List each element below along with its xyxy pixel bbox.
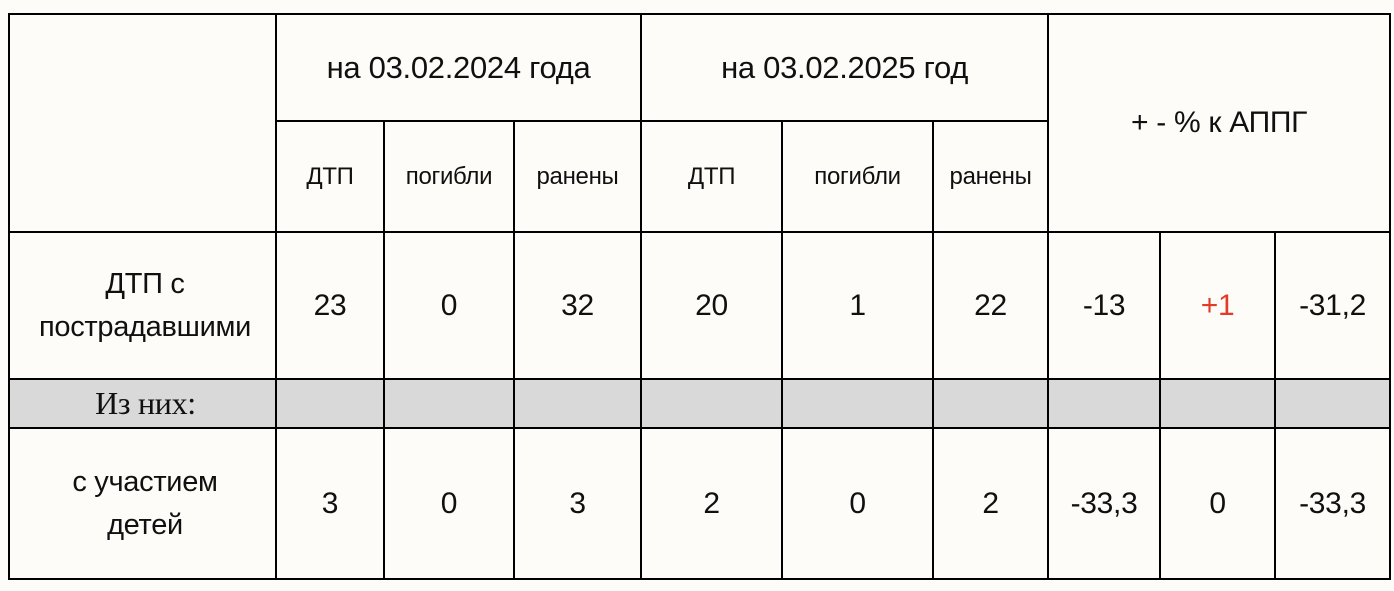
cell-injured-appg-dtp: -13 (1047, 231, 1162, 380)
accident-stats-table: на 03.02.2024 года на 03.02.2025 год + -… (8, 13, 1392, 580)
subheader-2024-injured: ранены (512, 120, 643, 233)
corner-cell (8, 13, 277, 233)
section-empty-cell (781, 378, 935, 429)
cell-children-appg-injured: -33,3 (1274, 427, 1392, 580)
section-empty-cell (1047, 378, 1162, 429)
section-empty-cell (640, 378, 784, 429)
cell-children-appg-dead: 0 (1159, 427, 1277, 580)
section-label: Из них: (8, 378, 277, 429)
section-empty-cell (1159, 378, 1277, 429)
cell-injured-2025-injured: 22 (932, 231, 1050, 380)
cell-children-2025-dead: 0 (781, 427, 935, 580)
cell-injured-2024-dead: 0 (383, 231, 515, 380)
section-empty-cell (275, 378, 385, 429)
cell-injured-2024-injured: 32 (512, 231, 643, 380)
subheader-2025-dead: погибли (781, 120, 935, 233)
cell-injured-appg-dead: +1 (1159, 231, 1277, 380)
row-injured-label: ДТП с пострадавшими (8, 231, 277, 380)
table-row-children-involved: с участием детей 3 0 3 2 0 2 -33,3 0 -33… (8, 427, 1392, 580)
header-period-2025: на 03.02.2025 год (640, 13, 1050, 122)
cell-injured-appg-injured: -31,2 (1274, 231, 1392, 380)
table-row-injured-accidents: ДТП с пострадавшими 23 0 32 20 1 22 -13 … (8, 231, 1392, 380)
row-children-label: с участием детей (8, 427, 277, 580)
section-empty-cell (1274, 378, 1392, 429)
cell-children-2024-dead: 0 (383, 427, 515, 580)
cell-children-2024-injured: 3 (512, 427, 643, 580)
section-empty-cell (512, 378, 643, 429)
section-empty-cell (932, 378, 1050, 429)
header-period-2024: на 03.02.2024 года (274, 13, 643, 122)
cell-children-2024-dtp: 3 (275, 427, 385, 580)
subheader-2024-dtp: ДТП (275, 120, 385, 233)
cell-injured-2025-dead: 1 (781, 231, 935, 380)
cell-children-2025-dtp: 2 (640, 427, 784, 580)
header-row-periods: на 03.02.2024 года на 03.02.2025 год + -… (8, 13, 1392, 233)
cell-injured-2024-dtp: 23 (275, 231, 385, 380)
header-row-subcolumns: ДТП погибли ранены ДТП погибли ранены (9, 120, 1390, 233)
header-appg: + - % к АППГ (1047, 13, 1392, 233)
cell-children-appg-dtp: -33,3 (1047, 427, 1162, 580)
cell-injured-2025-dtp: 20 (640, 231, 784, 380)
subheader-2024-dead: погибли (383, 120, 515, 233)
subheader-2025-dtp: ДТП (640, 120, 784, 233)
section-empty-cell (383, 378, 515, 429)
table-row-section-of-them: Из них: (8, 378, 1392, 429)
cell-children-2025-injured: 2 (932, 427, 1050, 580)
subheader-2025-injured: ранены (932, 120, 1050, 233)
